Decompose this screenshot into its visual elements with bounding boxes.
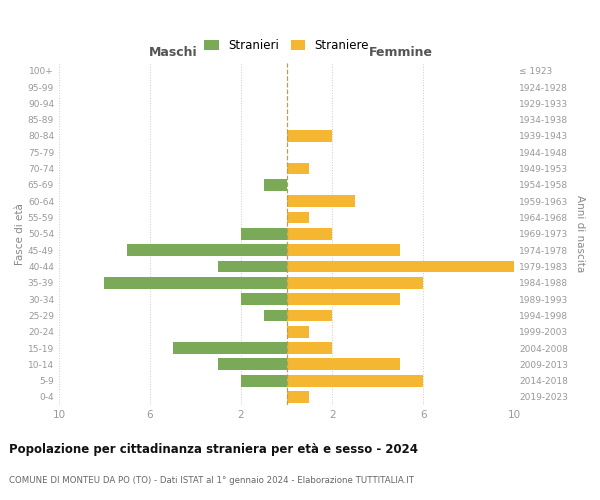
Bar bbox=[287, 310, 332, 322]
Bar bbox=[241, 293, 287, 305]
Bar bbox=[287, 212, 310, 224]
Bar bbox=[104, 277, 287, 288]
Bar bbox=[218, 358, 287, 370]
Bar bbox=[241, 228, 287, 239]
Bar bbox=[287, 358, 400, 370]
Bar bbox=[287, 391, 310, 403]
Bar bbox=[127, 244, 287, 256]
Legend: Stranieri, Straniere: Stranieri, Straniere bbox=[200, 34, 373, 56]
Bar bbox=[287, 342, 332, 354]
Bar bbox=[287, 130, 332, 142]
Bar bbox=[287, 375, 423, 386]
Text: Femmine: Femmine bbox=[368, 46, 433, 59]
Bar bbox=[287, 293, 400, 305]
Bar bbox=[287, 196, 355, 207]
Bar bbox=[287, 260, 514, 272]
Bar bbox=[173, 342, 287, 354]
Bar bbox=[287, 326, 310, 338]
Y-axis label: Fasce di età: Fasce di età bbox=[15, 203, 25, 265]
Bar bbox=[264, 310, 287, 322]
Bar bbox=[218, 260, 287, 272]
Bar bbox=[287, 228, 332, 239]
Bar bbox=[287, 244, 400, 256]
Text: Maschi: Maschi bbox=[148, 46, 197, 59]
Bar bbox=[287, 277, 423, 288]
Text: COMUNE DI MONTEU DA PO (TO) - Dati ISTAT al 1° gennaio 2024 - Elaborazione TUTTI: COMUNE DI MONTEU DA PO (TO) - Dati ISTAT… bbox=[9, 476, 414, 485]
Bar bbox=[241, 375, 287, 386]
Text: Popolazione per cittadinanza straniera per età e sesso - 2024: Popolazione per cittadinanza straniera p… bbox=[9, 442, 418, 456]
Y-axis label: Anni di nascita: Anni di nascita bbox=[575, 195, 585, 272]
Bar bbox=[264, 179, 287, 191]
Bar bbox=[287, 162, 310, 174]
